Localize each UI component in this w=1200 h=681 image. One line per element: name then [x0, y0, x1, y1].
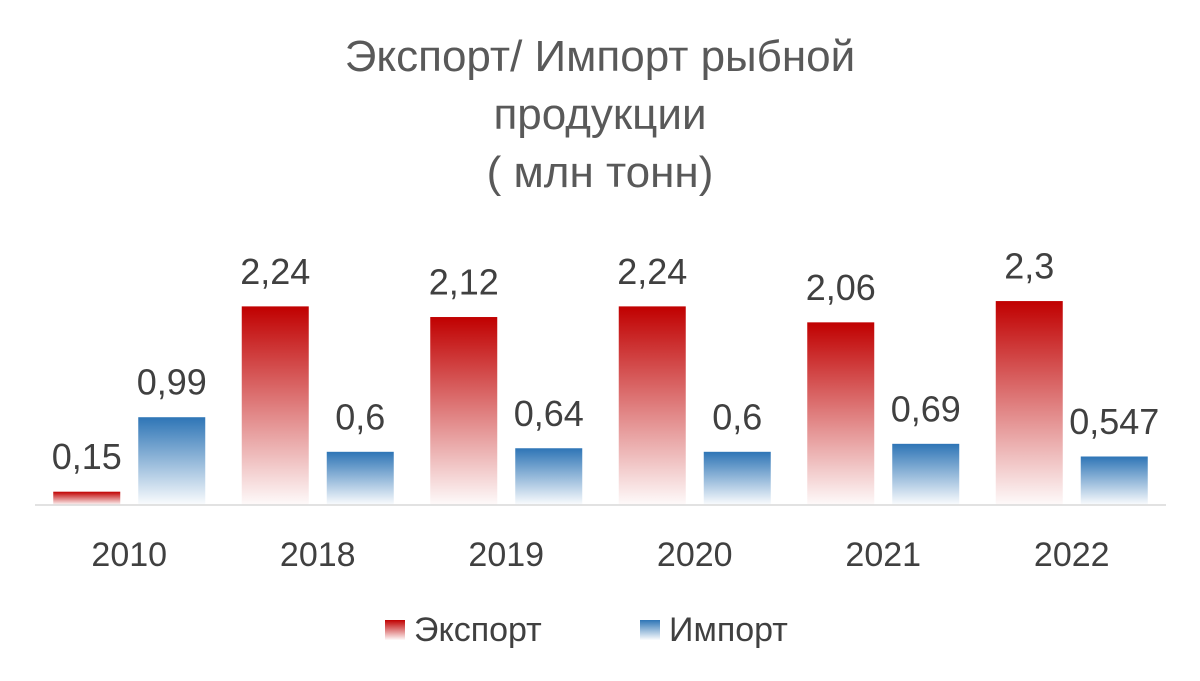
bar: [430, 317, 498, 505]
data-label: 0,69: [891, 388, 961, 429]
x-tick-label: 2019: [468, 536, 544, 574]
bar: [892, 443, 960, 505]
data-label: 2,24: [240, 251, 310, 292]
x-tick-label: 2022: [1034, 536, 1110, 574]
x-tick-label: 2018: [280, 536, 356, 574]
legend-swatch: [385, 620, 405, 640]
chart-title: Экспорт/ Импорт рыбной продукции ( млн т…: [344, 32, 856, 197]
bar: [515, 448, 583, 505]
x-tick-label: 2010: [91, 536, 167, 574]
data-label: 2,12: [429, 262, 499, 303]
data-label: 0,547: [1069, 401, 1159, 442]
legend-swatch: [640, 620, 660, 640]
bar: [703, 451, 771, 505]
data-label: 0,64: [514, 393, 584, 434]
bar: [241, 306, 309, 505]
legend-label: Экспорт: [414, 611, 542, 649]
data-label: 2,24: [617, 251, 687, 292]
data-label: 2,06: [806, 267, 876, 308]
bar: [807, 322, 875, 505]
bar: [995, 301, 1063, 505]
data-label: 0,6: [335, 396, 385, 437]
x-tick-label: 2021: [845, 536, 921, 574]
bar: [138, 417, 206, 505]
bar: [1080, 456, 1148, 505]
legend-label: Импорт: [669, 611, 788, 649]
x-tick-label: 2020: [657, 536, 733, 574]
bar: [53, 491, 121, 505]
bar: [618, 306, 686, 505]
data-label: 2,3: [1004, 246, 1054, 287]
data-label: 0,99: [137, 362, 207, 403]
bar: [326, 451, 394, 505]
data-label: 0,15: [52, 436, 122, 477]
data-label: 0,6: [712, 396, 762, 437]
